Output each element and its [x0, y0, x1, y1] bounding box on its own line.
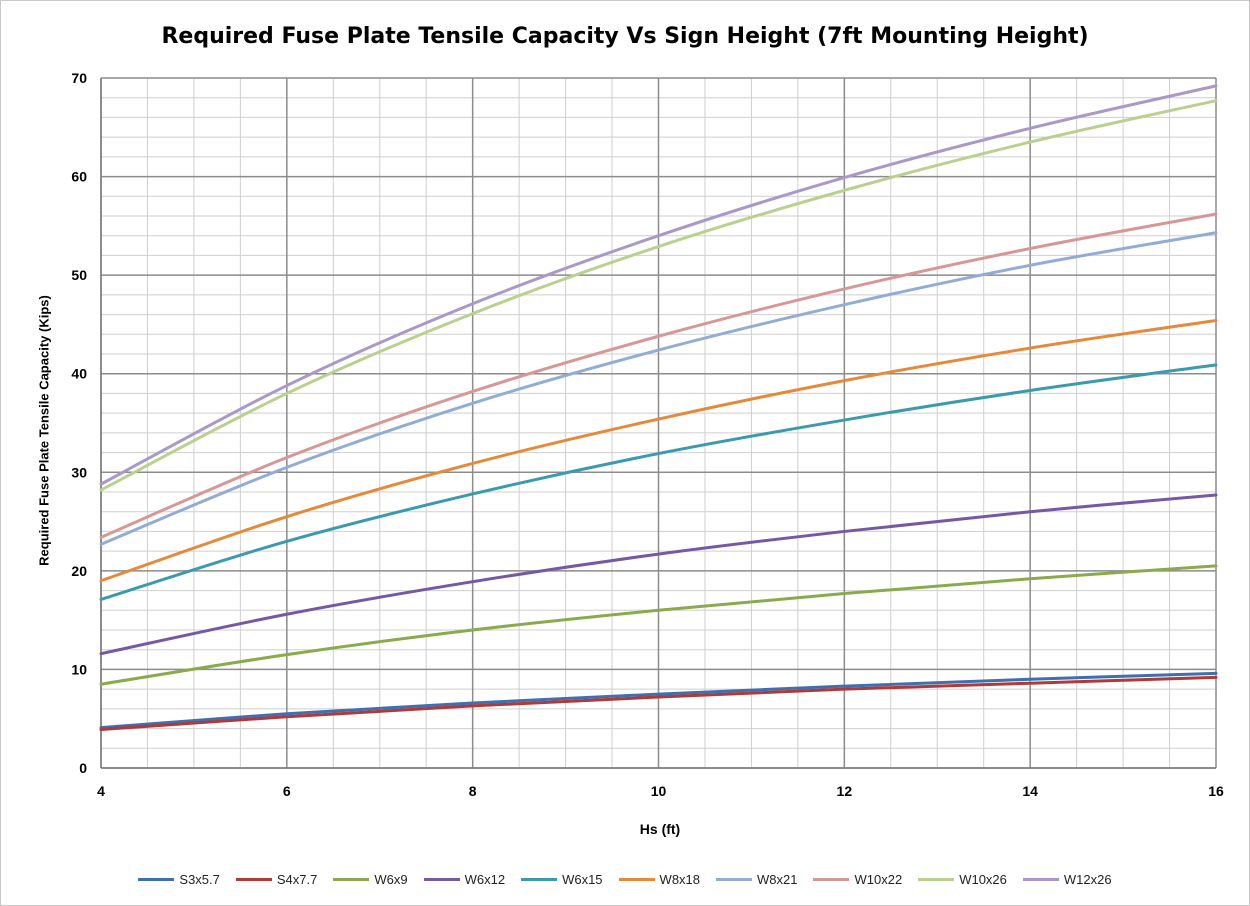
legend-item: W6x12	[423, 872, 506, 887]
legend-swatch	[1022, 878, 1059, 881]
x-tick-label: 12	[837, 783, 853, 799]
x-axis-label: Hs (ft)	[639, 821, 681, 837]
series-line-w8x18	[99, 318, 1218, 583]
legend-swatch	[618, 878, 655, 881]
legend-label: W10x22	[854, 872, 903, 887]
series-line-s4x7.7	[99, 675, 1218, 732]
series-line-w6x12	[99, 493, 1218, 656]
x-tick-label: 10	[651, 783, 667, 799]
legend-swatch	[813, 878, 850, 881]
legend-label: W6x15	[562, 872, 603, 887]
legend-swatch	[423, 878, 460, 881]
y-tick-label: 40	[71, 366, 87, 382]
legend-swatch	[333, 878, 370, 881]
legend-label: W8x18	[659, 872, 701, 887]
legend-swatch	[918, 878, 955, 881]
y-tick-label: 50	[71, 267, 87, 283]
legend-item: S3x5.7	[138, 872, 220, 887]
legend-item: W8x18	[618, 872, 701, 887]
legend-item: S4x7.7	[235, 872, 318, 887]
legend-label: S3x5.7	[179, 872, 220, 887]
series-line-w6x9	[99, 564, 1218, 686]
chart-title: Required Fuse Plate Tensile Capacity Vs …	[161, 24, 1089, 49]
legend: S3x5.7 S4x7.7 W6x9 W6x12 W6x15 W8x18 W8x21 W10x…	[0, 872, 1250, 887]
y-tick-label: 60	[71, 169, 87, 185]
y-tick-label: 70	[71, 70, 87, 86]
y-tick-label: 0	[79, 760, 87, 776]
legend-swatch	[716, 878, 753, 881]
y-tick-label: 10	[71, 661, 87, 677]
legend-label: W8x21	[757, 872, 798, 887]
x-tick-label: 14	[1022, 783, 1038, 799]
x-tick-label: 6	[283, 783, 291, 799]
series-line-s3x5.7	[99, 671, 1218, 730]
series-line-w12x26	[99, 84, 1218, 486]
legend-label: W10x26	[959, 872, 1007, 887]
legend-item: W6x9	[333, 872, 408, 887]
legend-label: W12x26	[1063, 872, 1112, 887]
legend-item: W6x15	[521, 872, 603, 887]
series-line-w10x26	[99, 99, 1218, 492]
legend-label: S4x7.7	[276, 872, 318, 887]
y-tick-label: 20	[71, 563, 87, 579]
x-tick-label: 8	[469, 783, 477, 799]
legend-item: W8x21	[716, 872, 797, 887]
legend-item: W10x22	[813, 872, 902, 887]
legend-swatch	[138, 878, 175, 881]
y-tick-label: 30	[71, 464, 87, 480]
series-line-w6x15	[99, 363, 1218, 601]
y-axis-label: Required Fuse Plate Tensile Capacity (Ki…	[36, 295, 52, 566]
x-tick-label: 16	[1208, 783, 1224, 799]
legend-item: W12x26	[1022, 872, 1112, 887]
legend-swatch	[521, 878, 558, 881]
legend-label: W6x9	[374, 872, 408, 887]
legend-item: W10x26	[918, 872, 1007, 887]
x-tick-label: 4	[97, 783, 105, 799]
series-line-w10x22	[99, 212, 1218, 539]
legend-label: W6x12	[464, 872, 506, 887]
legend-swatch	[235, 878, 272, 881]
series-line-w8x21	[99, 231, 1218, 546]
